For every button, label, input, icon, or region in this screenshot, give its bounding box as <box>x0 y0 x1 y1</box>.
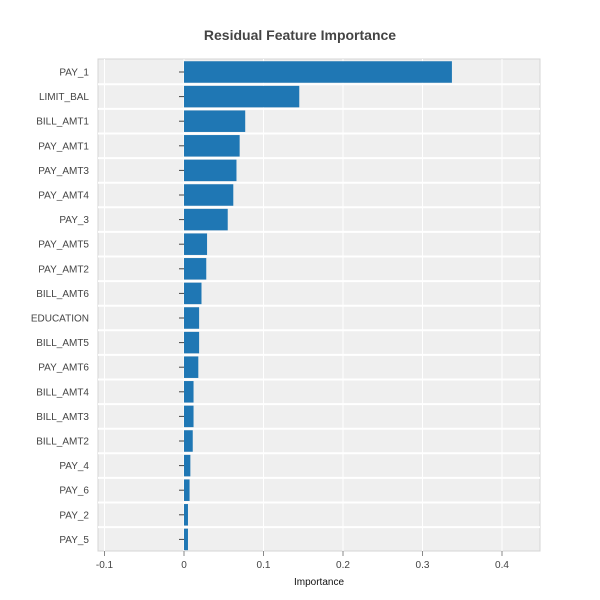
x-tick-label: 0.4 <box>495 560 509 571</box>
y-tick-label: PAY_1 <box>59 68 89 79</box>
bar-pay-4 <box>184 454 191 477</box>
bar-pay-2 <box>184 504 188 526</box>
x-tick-label: 0 <box>181 560 187 571</box>
y-tick-label: PAY_AMT3 <box>38 166 89 177</box>
y-tick-label: PAY_AMT2 <box>38 264 89 275</box>
y-tick-label: EDUCATION <box>31 314 89 325</box>
y-tick-label: PAY_3 <box>59 215 89 226</box>
y-tick-label: PAY_AMT1 <box>38 141 89 152</box>
x-tick-label: 0.3 <box>416 560 430 571</box>
y-tick-label: PAY_5 <box>59 535 89 546</box>
bars <box>184 61 452 551</box>
y-tick-label: BILL_AMT6 <box>36 289 89 300</box>
y-tick-label: BILL_AMT4 <box>36 387 89 398</box>
chart-title: Residual Feature Importance <box>204 27 396 43</box>
bar-education <box>184 307 200 329</box>
y-tick-label: PAY_AMT4 <box>38 191 89 202</box>
bar-pay-amt1 <box>184 135 240 157</box>
bar-pay-amt4 <box>184 184 234 206</box>
y-tick-label: PAY_2 <box>59 510 89 521</box>
bar-bill-amt2 <box>184 430 193 452</box>
y-tick-label: PAY_AMT6 <box>38 363 89 374</box>
bar-bill-amt6 <box>184 282 202 305</box>
y-tick-label: PAY_6 <box>59 486 89 497</box>
bar-bill-amt3 <box>184 405 194 428</box>
bar-bill-amt5 <box>184 331 200 354</box>
y-tick-label: BILL_AMT2 <box>36 437 89 448</box>
y-tick-label: BILL_AMT1 <box>36 117 89 128</box>
axes: -0.1 0 0.1 0.2 0.3 0.4 PAY_1 LIMIT_BAL BILL_AMT1… <box>31 68 510 572</box>
x-tick-label: -0.1 <box>96 560 114 571</box>
bar-pay-6 <box>184 479 190 501</box>
grid-lines <box>98 59 540 556</box>
y-tick-label: BILL_AMT5 <box>36 338 89 349</box>
bar-pay-5 <box>184 528 188 551</box>
bar-pay-3 <box>184 208 228 231</box>
bar-bill-amt4 <box>184 381 194 403</box>
bar-pay-amt5 <box>184 233 208 255</box>
x-tick-label: 0.1 <box>257 560 271 571</box>
bar-limit-bal <box>184 85 300 108</box>
bar-pay-amt2 <box>184 258 207 280</box>
x-axis-label: Importance <box>294 577 344 588</box>
bar-bill-amt1 <box>184 110 246 132</box>
bar-pay-1 <box>184 61 452 83</box>
y-tick-label: BILL_AMT3 <box>36 412 89 423</box>
y-tick-label: LIMIT_BAL <box>39 92 89 103</box>
bar-pay-amt6 <box>184 356 199 378</box>
bar-pay-amt3 <box>184 159 237 182</box>
y-tick-label: PAY_AMT5 <box>38 240 89 251</box>
y-tick-label: PAY_4 <box>59 461 89 472</box>
x-tick-label: 0.2 <box>336 560 350 571</box>
